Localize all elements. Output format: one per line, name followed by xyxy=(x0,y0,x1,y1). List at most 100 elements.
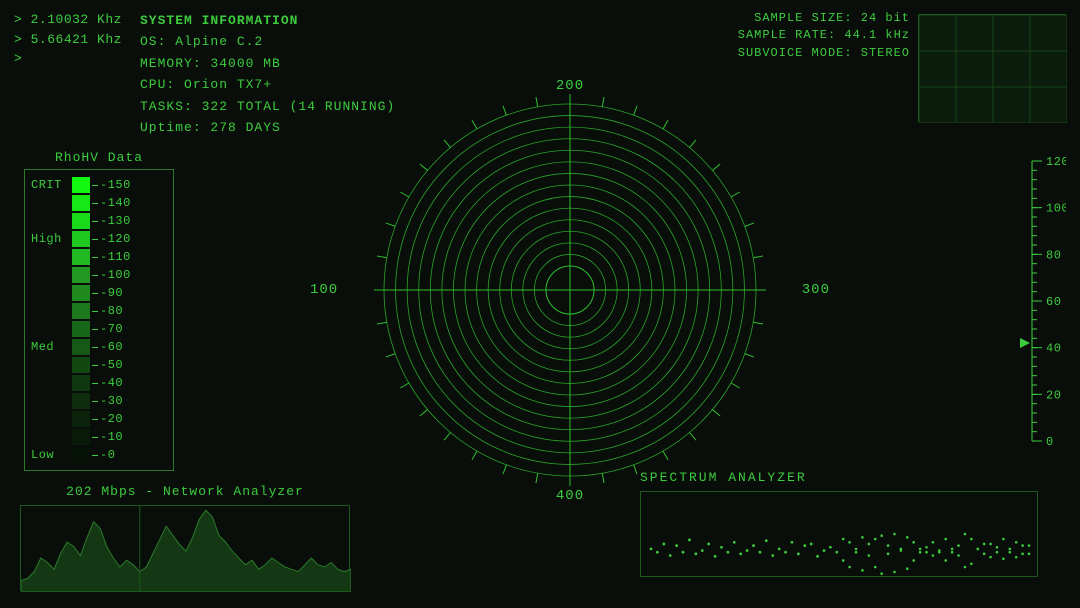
spectrum-plot xyxy=(640,491,1038,577)
legend-tick xyxy=(92,437,98,438)
legend-value: -20 xyxy=(100,412,123,426)
legend-swatch xyxy=(72,357,90,373)
legend-row: CRIT -150 xyxy=(29,176,169,194)
sample-val: 44.1 kHz xyxy=(844,28,910,42)
network-svg xyxy=(21,506,351,592)
legend-tick xyxy=(92,311,98,312)
radar-label-left: 100 xyxy=(310,282,338,298)
vertical-ruler: 020406080100120 xyxy=(1016,156,1066,446)
legend-row: -80 xyxy=(29,302,169,320)
sysinfo-key: TASKS xyxy=(140,99,184,114)
legend-label: High xyxy=(29,232,69,246)
legend-tick xyxy=(92,293,98,294)
system-information: SYSTEM INFORMATION OS: Alpine C.2 MEMORY… xyxy=(140,10,395,139)
legend-row: Med -60 xyxy=(29,338,169,356)
legend-swatch xyxy=(72,267,90,283)
svg-text:80: 80 xyxy=(1046,248,1061,262)
legend-swatch xyxy=(72,177,90,193)
legend-swatch xyxy=(72,339,90,355)
legend-row: -140 xyxy=(29,194,169,212)
svg-text:120: 120 xyxy=(1046,156,1066,169)
legend-value: -140 xyxy=(100,196,131,210)
legend-tick xyxy=(92,329,98,330)
radar-svg xyxy=(360,80,780,500)
legend-row: -10 xyxy=(29,428,169,446)
legend-value: -70 xyxy=(100,322,123,336)
sysinfo-key: MEMORY xyxy=(140,56,193,71)
legend-label: CRIT xyxy=(29,178,69,192)
network-analyzer: 202 Mbps - Network Analyzer xyxy=(20,484,350,591)
legend-row: -100 xyxy=(29,266,169,284)
legend-value: -150 xyxy=(100,178,131,192)
legend-row: -90 xyxy=(29,284,169,302)
legend-value: -0 xyxy=(100,448,115,462)
network-value: 202 Mbps xyxy=(66,484,136,499)
prompt: > xyxy=(14,51,22,66)
rhohv-legend: RhoHV Data CRIT -150 -140 -130 High -120 -110 -… xyxy=(24,150,174,471)
spectrum-analyzer: SPECTRUM ANALYZER xyxy=(640,470,1038,577)
legend-swatch xyxy=(72,213,90,229)
frequency-readout: > 2.10032 Khz > 5.66421 Khz > xyxy=(14,10,122,69)
legend-row: -130 xyxy=(29,212,169,230)
legend-tick xyxy=(92,185,98,186)
svg-text:40: 40 xyxy=(1046,342,1061,356)
legend-swatch xyxy=(72,285,90,301)
legend-value: -130 xyxy=(100,214,131,228)
legend-swatch xyxy=(72,195,90,211)
legend-swatch xyxy=(72,447,90,463)
radar-display: 200 300 400 100 xyxy=(360,80,780,500)
legend-value: -40 xyxy=(100,376,123,390)
sysinfo-val: Orion TX7+ xyxy=(184,77,272,92)
rhohv-scale: CRIT -150 -140 -130 High -120 -110 -100 -90 -80 -7… xyxy=(24,169,174,471)
legend-swatch xyxy=(72,321,90,337)
legend-value: -30 xyxy=(100,394,123,408)
legend-tick xyxy=(92,401,98,402)
sysinfo-title: SYSTEM INFORMATION xyxy=(140,10,395,31)
sample-key: SAMPLE SIZE xyxy=(754,11,844,25)
legend-swatch xyxy=(72,375,90,391)
legend-tick xyxy=(92,257,98,258)
sysinfo-key: Uptime xyxy=(140,120,193,135)
legend-value: -50 xyxy=(100,358,123,372)
svg-text:20: 20 xyxy=(1046,388,1061,402)
network-title: - Network Analyzer xyxy=(137,484,304,499)
legend-tick xyxy=(92,365,98,366)
legend-value: -90 xyxy=(100,286,123,300)
prompt: > xyxy=(14,12,22,27)
legend-value: -60 xyxy=(100,340,123,354)
legend-swatch xyxy=(72,249,90,265)
legend-row: -110 xyxy=(29,248,169,266)
freq-line: 5.66421 Khz xyxy=(31,32,122,47)
grid-svg xyxy=(919,15,1067,123)
sample-key: SUBVOICE MODE xyxy=(738,46,845,60)
legend-row: -30 xyxy=(29,392,169,410)
legend-tick xyxy=(92,203,98,204)
sample-key: SAMPLE RATE xyxy=(738,28,828,42)
legend-row: -50 xyxy=(29,356,169,374)
legend-tick xyxy=(92,455,98,456)
legend-value: -120 xyxy=(100,232,131,246)
legend-swatch xyxy=(72,411,90,427)
legend-tick xyxy=(92,221,98,222)
legend-swatch xyxy=(72,429,90,445)
rhohv-title: RhoHV Data xyxy=(24,150,174,165)
sysinfo-val: Alpine C.2 xyxy=(175,34,263,49)
legend-value: -10 xyxy=(100,430,123,444)
network-plot xyxy=(20,505,350,591)
sysinfo-val: 34000 MB xyxy=(210,56,280,71)
sysinfo-key: CPU xyxy=(140,77,166,92)
legend-row: -20 xyxy=(29,410,169,428)
freq-line: 2.10032 Khz xyxy=(31,12,122,27)
legend-value: -100 xyxy=(100,268,131,282)
legend-value: -110 xyxy=(100,250,131,264)
legend-swatch xyxy=(72,303,90,319)
legend-label: Med xyxy=(29,340,69,354)
legend-swatch xyxy=(72,393,90,409)
ruler-svg: 020406080100120 xyxy=(1016,156,1066,446)
grid-panel xyxy=(918,14,1066,122)
legend-row: High -120 xyxy=(29,230,169,248)
legend-tick xyxy=(92,419,98,420)
sample-info: SAMPLE SIZE: 24 bit SAMPLE RATE: 44.1 kH… xyxy=(738,10,910,62)
svg-text:60: 60 xyxy=(1046,295,1061,309)
sample-val: 24 bit xyxy=(861,11,910,25)
